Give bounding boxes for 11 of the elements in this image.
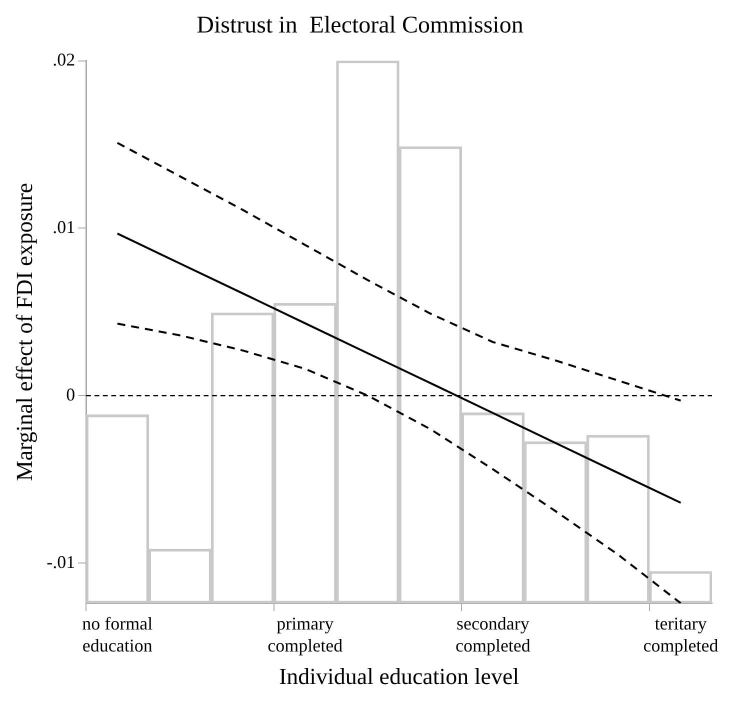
x-tick-label: teritary completed: [643, 614, 718, 656]
x-tick-label: no formal education: [82, 614, 153, 656]
y-axis-title: Marginal effect of FDI exposure: [12, 182, 37, 482]
y-tick-label: -.01: [46, 552, 76, 572]
y-tick-label: .01: [52, 216, 76, 237]
x-tick-label: secondary completed: [455, 614, 530, 656]
chart-title: Distrust in Electoral Commission: [196, 12, 524, 39]
x-tick-label: primary completed: [268, 614, 343, 656]
y-tick-label: .02: [52, 50, 76, 70]
x-axis-title: Individual education level: [278, 664, 520, 690]
y-tick-label: 0: [66, 384, 76, 404]
